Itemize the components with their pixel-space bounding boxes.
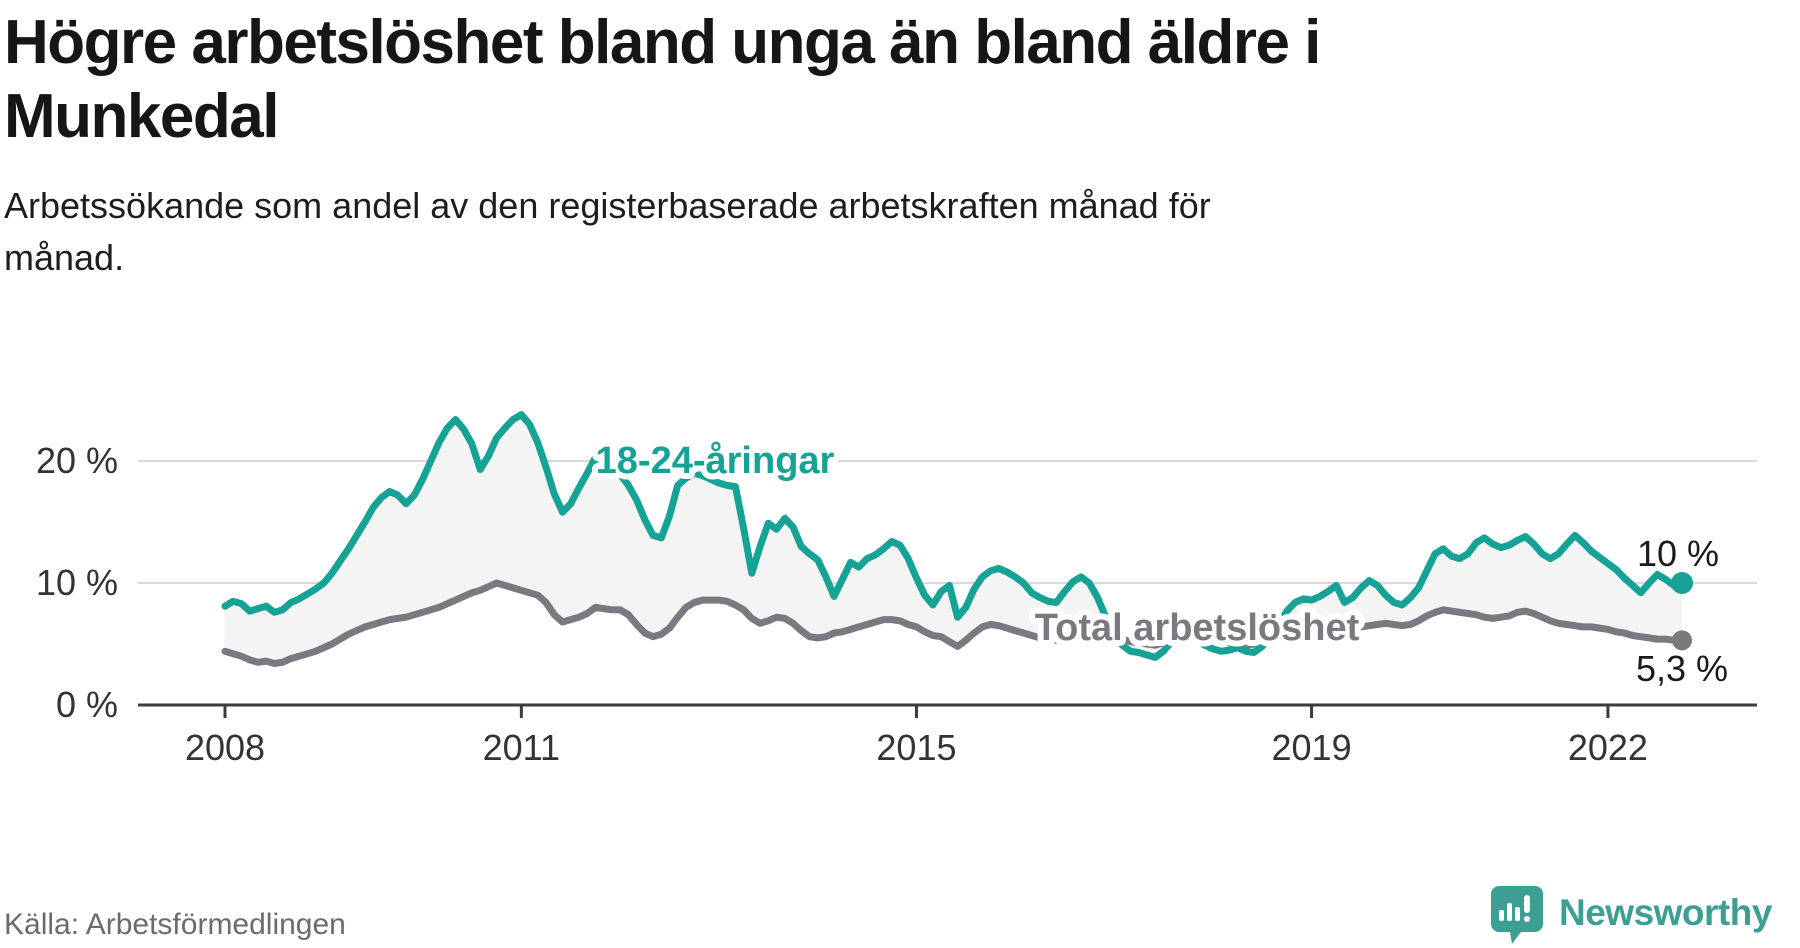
- total-series-label: Total arbetslöshet: [1035, 607, 1360, 649]
- x-tick-label-2008: 2008: [185, 727, 265, 768]
- total-end-value-label: 5,3 %: [1636, 648, 1728, 689]
- x-tick-label-2022: 2022: [1568, 727, 1648, 768]
- newsworthy-logo-text: Newsworthy: [1559, 892, 1772, 933]
- page-title: Högre arbetslöshet bland unga än bland ä…: [4, 6, 1764, 155]
- subtitle-line-1: Arbetssökande som andel av den registerb…: [4, 185, 1211, 226]
- x-tick-label-2015: 2015: [876, 727, 956, 768]
- title-line-2: Munkedal: [4, 82, 279, 152]
- young-end-dot: [1671, 572, 1693, 594]
- x-tick-label-2011: 2011: [483, 727, 560, 768]
- y-tick-label-0: 0 %: [56, 684, 118, 725]
- source-caption: Källa: Arbetsförmedlingen: [4, 908, 346, 941]
- subtitle-line-2: månad.: [4, 237, 125, 279]
- newsworthy-logo-icon: [1491, 886, 1543, 944]
- y-tick-label-10: 10 %: [36, 562, 118, 603]
- newsworthy-logo: Newsworthy: [1491, 886, 1772, 944]
- chart-subtitle: Arbetssökande som andel av den registerb…: [4, 180, 1504, 284]
- title-line-1: Högre arbetslöshet bland unga än bland ä…: [4, 8, 1321, 77]
- between-series-fill: [225, 414, 1682, 664]
- total-unemployment-line: [221, 579, 1686, 667]
- total-end-dot: [1672, 630, 1692, 651]
- x-tick-label-2019: 2019: [1272, 727, 1352, 768]
- young-series-label: 18-24-åringar: [596, 440, 835, 482]
- young-end-value-label: 10 %: [1637, 533, 1719, 574]
- young-unemployment-line: [221, 411, 1686, 661]
- y-tick-label-20: 20 %: [36, 440, 118, 481]
